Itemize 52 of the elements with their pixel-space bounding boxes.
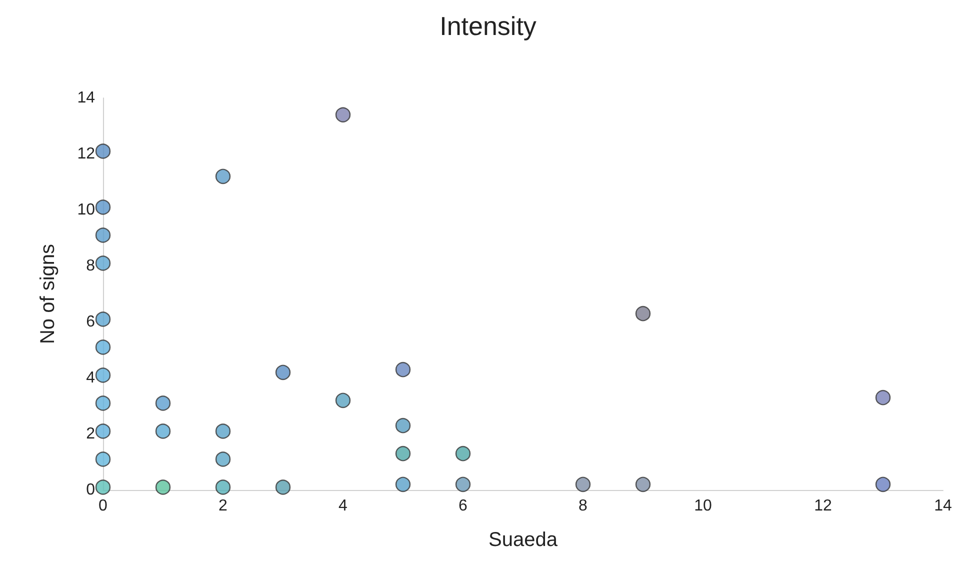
- x-tick-label: 12: [814, 498, 832, 514]
- point: [95, 396, 111, 411]
- x-tick-label: 14: [934, 498, 952, 514]
- y-tick-label: 0: [86, 482, 96, 498]
- point: [635, 306, 651, 322]
- point: [95, 340, 111, 355]
- y-tick-label: 6: [86, 314, 96, 330]
- point: [335, 392, 351, 408]
- x-tick-label: 0: [98, 498, 108, 514]
- point: [395, 476, 411, 492]
- x-tick-label: 6: [458, 498, 468, 514]
- y-tick-label: 10: [77, 202, 96, 218]
- x-tick-label: 10: [694, 498, 712, 514]
- y-tick-label: 4: [86, 370, 96, 386]
- point: [95, 256, 111, 271]
- point: [95, 228, 111, 243]
- point: [275, 364, 291, 380]
- point: [95, 368, 111, 383]
- y-tick-label: 2: [86, 426, 96, 442]
- x-tick-label: 4: [338, 498, 348, 514]
- point: [395, 362, 411, 378]
- x-tick-label: 8: [578, 498, 588, 514]
- point: [95, 424, 111, 439]
- point: [95, 312, 111, 327]
- point: [155, 480, 171, 495]
- point: [395, 418, 411, 434]
- point: [275, 480, 291, 495]
- point: [635, 476, 651, 492]
- point: [95, 200, 111, 215]
- point: [155, 424, 171, 439]
- y-tick-label: 8: [86, 258, 96, 274]
- point: [215, 424, 231, 439]
- point: [95, 452, 111, 467]
- y-tick-label: 12: [77, 146, 96, 162]
- x-tick-label: 2: [218, 498, 228, 514]
- point: [335, 107, 351, 122]
- point: [95, 144, 111, 159]
- point: [575, 476, 591, 492]
- point: [395, 446, 411, 462]
- chart-title: Intensity: [440, 11, 536, 41]
- point: [875, 390, 891, 406]
- point: [155, 396, 171, 411]
- point: [95, 480, 111, 495]
- y-axis-title: No of signs: [37, 244, 59, 344]
- y-tick-label: 14: [77, 90, 96, 106]
- x-axis-title: Suaeda: [488, 529, 558, 551]
- point: [455, 476, 471, 492]
- point: [215, 480, 231, 495]
- point: [875, 476, 891, 492]
- point: [215, 452, 231, 467]
- point: [215, 168, 231, 184]
- point: [455, 446, 471, 462]
